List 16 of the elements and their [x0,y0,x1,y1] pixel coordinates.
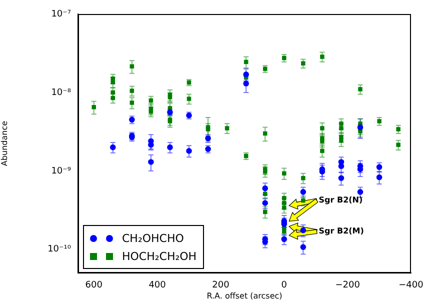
y-tick-label: 10⁻⁷ [51,9,72,20]
x-tick-label: 600 [85,280,103,291]
y-axis-title: Abundance [0,120,9,166]
annotation: Sgr B2(N) [318,196,363,205]
x-axis-title: R.A. offset (arcsec) [206,291,282,300]
y-tick-label: 10⁻¹⁰ [48,244,72,255]
x-tick-label: −400 [398,280,424,291]
y-tick-label: 10⁻⁸ [51,88,72,98]
legend-label: HOCH₂CH₂OH [122,250,197,262]
y-tick-label: 10⁻⁹ [51,166,72,176]
x-tick-label: 200 [212,280,230,291]
x-tick-label: 0 [281,280,288,291]
annotation: Sgr B2(M) [318,226,364,236]
legend-label: CH₂OHCHO [122,232,184,244]
x-tick-label: −200 [335,280,360,291]
x-tick-label: 400 [148,280,166,291]
